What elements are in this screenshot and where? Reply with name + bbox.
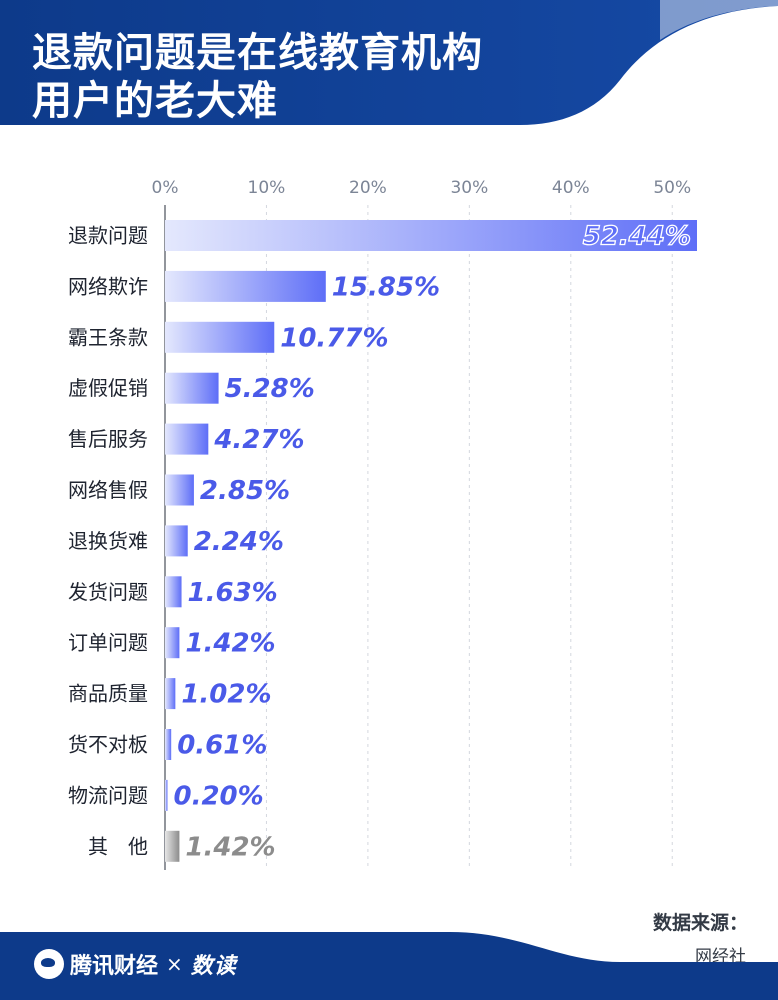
value-label: 1.42% [185,832,275,862]
bar [165,474,194,506]
category-label: 退款问题 [68,224,148,248]
value-label: 15.85% [332,272,440,302]
page-title-line-1: 退款问题是在线教育机构 [32,30,483,76]
bar [165,423,209,455]
value-label: 5.28% [225,374,315,404]
category-label: 虚假促销 [68,376,148,400]
category-label: 售后服务 [68,427,148,451]
footer-band [0,932,778,1000]
value-labels: 52.44% 15.85% 10.77% 5.28% 4.27% 2.85% 2.24% 1.… [174,221,692,862]
category-label: 订单问题 [68,631,148,655]
value-label: 0.61% [177,731,267,761]
bar [165,270,326,302]
category-label: 商品质量 [68,682,148,706]
value-label: 52.44% [583,222,691,252]
category-label: 物流问题 [68,783,148,807]
brand-times: × [166,952,183,976]
bar [165,729,172,760]
bar [165,678,176,710]
bar [165,576,182,608]
bar [165,525,188,557]
category-labels: 退款问题网络欺诈霸王条款虚假促销售后服务网络售假退换货难发货问题订单问题商品质量… [68,224,148,859]
x-tick-label: 40% [552,178,590,198]
x-tick-label: 30% [450,178,488,198]
x-axis-ticks: 0% 10% 20% 30% 40% 50% [152,178,692,198]
x-tick-label: 0% [152,178,179,198]
bars [165,220,697,862]
category-label: 其 他 [88,834,148,858]
value-label: 2.24% [194,527,284,557]
value-label: 1.02% [181,680,271,710]
category-label: 货不对板 [68,733,148,757]
category-label: 网络欺诈 [68,274,148,298]
page-title-line-2: 用户的老大难 [32,78,278,124]
bar [165,220,697,251]
x-tick-label: 20% [349,178,387,198]
value-label: 10.77% [280,323,388,353]
bar [165,321,275,353]
partner-name: 数读 [190,954,237,979]
category-label: 退换货难 [68,529,148,553]
value-label: 2.85% [200,476,290,506]
category-label: 网络售假 [68,478,148,502]
bar [165,627,180,659]
value-label: 1.42% [185,629,275,659]
source-label: 数据来源： [652,912,748,934]
value-label: 0.20% [174,781,264,811]
bar [165,830,180,862]
bar-chart: 0% 10% 20% 30% 40% 50% 退款问题网络欺诈霸王条款虚假促销售后服务网络… [68,178,697,870]
category-label: 发货问题 [68,580,148,604]
footer-brand: 腾讯财经 × 数读 [34,948,237,980]
header-background [0,0,778,125]
value-label: 4.27% [213,425,304,455]
bar [165,779,168,811]
tencent-logo-icon [34,949,64,979]
brand-name: 腾讯财经 [70,954,159,979]
x-tick-label: 50% [653,178,691,198]
category-label: 霸王条款 [68,325,148,349]
bar [165,372,219,404]
x-tick-label: 10% [248,178,286,198]
value-label: 1.63% [188,578,278,608]
